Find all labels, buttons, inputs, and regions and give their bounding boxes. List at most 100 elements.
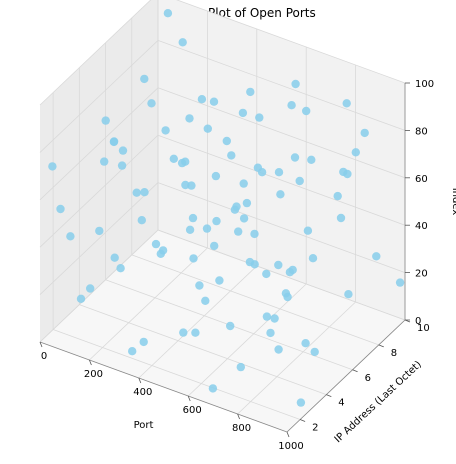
data-point xyxy=(139,337,148,347)
data-point xyxy=(109,137,119,146)
data-point xyxy=(185,225,195,234)
data-point xyxy=(203,124,212,133)
y-tick-label: 10 xyxy=(417,323,430,334)
data-point xyxy=(185,114,194,123)
data-point xyxy=(336,213,346,223)
data-point xyxy=(137,216,146,225)
data-point xyxy=(333,191,342,201)
data-point xyxy=(342,99,351,108)
z-grid-left xyxy=(39,134,159,248)
data-point xyxy=(66,232,75,241)
y-grid-floor xyxy=(131,254,379,346)
z-tick-label: 20 xyxy=(415,269,428,280)
data-point xyxy=(215,276,224,285)
data-point xyxy=(188,213,198,223)
data-point xyxy=(178,38,187,47)
data-point xyxy=(239,179,248,188)
data-point xyxy=(255,113,264,122)
data-point xyxy=(151,239,161,249)
data-point xyxy=(270,314,279,323)
z-grid-left xyxy=(39,229,159,343)
z-grid-left xyxy=(39,182,159,295)
z-tick-label: 0 xyxy=(415,316,421,327)
x-tick xyxy=(187,395,191,402)
x-axis-label: Port xyxy=(134,420,154,431)
data-point xyxy=(262,269,271,279)
x-tick xyxy=(89,359,92,366)
data-point xyxy=(169,154,178,163)
x-tick-label: 600 xyxy=(183,405,202,416)
data-point xyxy=(140,188,149,197)
data-point xyxy=(227,151,236,160)
data-point xyxy=(372,252,381,261)
left-pane xyxy=(40,0,158,342)
data-point xyxy=(274,260,283,270)
x-grid-floor xyxy=(237,301,356,415)
data-point xyxy=(295,176,304,186)
data-point xyxy=(310,347,319,357)
data-point xyxy=(230,205,240,214)
data-point xyxy=(147,99,156,108)
z-grid-back xyxy=(157,134,406,226)
data-point xyxy=(212,216,221,226)
data-point xyxy=(195,281,204,290)
data-point xyxy=(209,97,219,106)
data-point xyxy=(274,168,284,177)
data-point xyxy=(274,345,283,354)
x-tick-label: 800 xyxy=(232,423,251,434)
z-grid-back xyxy=(157,40,406,131)
data-point xyxy=(128,347,137,356)
data-point xyxy=(307,155,316,164)
data-point xyxy=(117,161,127,170)
data-point xyxy=(360,128,369,138)
data-point xyxy=(351,148,360,157)
data-point xyxy=(177,158,187,168)
axis-panes xyxy=(40,0,405,432)
x-axis-line xyxy=(39,341,288,433)
data-point xyxy=(56,204,65,214)
z-grid-left xyxy=(39,0,152,106)
z-grid-left xyxy=(39,40,159,153)
data-point xyxy=(283,292,292,302)
data-point xyxy=(290,153,300,162)
y-tick-label: 2 xyxy=(312,423,318,434)
data-point xyxy=(266,328,275,338)
y-tick-label: 8 xyxy=(391,348,397,359)
y-tick-label: 6 xyxy=(365,373,371,384)
data-point xyxy=(101,116,110,125)
y-axis-line xyxy=(286,319,406,433)
data-point xyxy=(287,101,296,110)
z-tick-label: 60 xyxy=(415,174,428,185)
y-tick-label: 4 xyxy=(338,398,344,409)
data-point xyxy=(187,181,196,190)
z-grid-left xyxy=(39,87,159,201)
z-tick-label: 100 xyxy=(415,79,434,90)
data-point xyxy=(202,224,212,233)
data-point xyxy=(110,253,119,262)
data-point xyxy=(257,168,267,177)
x-tick xyxy=(237,413,240,420)
data-point xyxy=(236,362,245,372)
data-point xyxy=(245,257,255,267)
data-point xyxy=(86,284,95,293)
y-grid-floor xyxy=(79,304,327,396)
x-tick xyxy=(286,431,290,438)
data-point xyxy=(211,171,221,181)
data-point xyxy=(189,254,198,263)
x-grid-floor xyxy=(138,265,258,379)
y-tick xyxy=(299,419,306,422)
data-point xyxy=(191,328,200,337)
y-grid-floor xyxy=(52,329,301,420)
data-point xyxy=(179,328,188,337)
x-grid-floor xyxy=(89,247,208,361)
data-point xyxy=(303,226,313,235)
x-tick xyxy=(138,377,142,384)
data-point xyxy=(48,162,57,171)
x-tick xyxy=(39,341,43,348)
x-tick-label: 400 xyxy=(133,387,152,398)
z-grid-back xyxy=(157,87,406,179)
x-grid-floor xyxy=(187,283,307,397)
data-point xyxy=(276,190,285,199)
